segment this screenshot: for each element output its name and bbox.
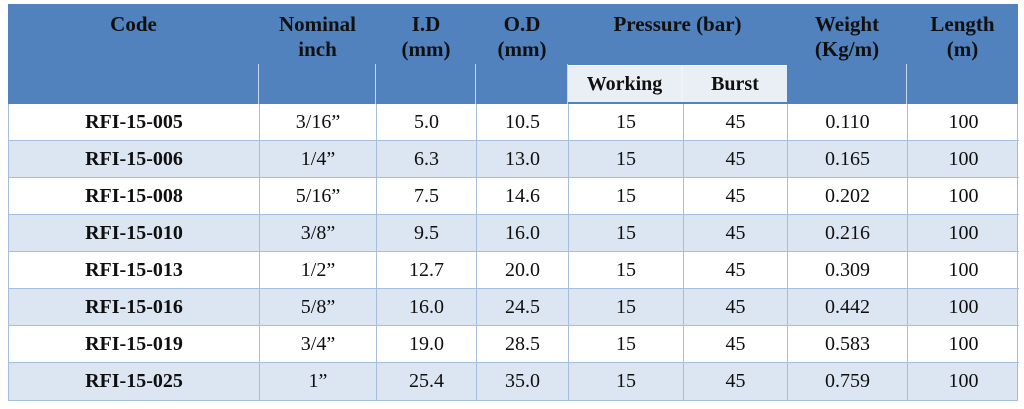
cell-weight-kg-m: 0.583 [788, 326, 908, 363]
header-spacer-nominal [259, 64, 376, 104]
cell-nominal-inch: 5/16” [260, 178, 377, 215]
cell-od-mm: 14.6 [477, 178, 569, 215]
cell-od-mm: 24.5 [477, 289, 569, 326]
table-row: RFI-15-016 5/8” 16.0 24.5 15 45 0.442 100 [9, 289, 1019, 326]
col-header-length-m: Length (m) [930, 12, 995, 61]
cell-burst: 45 [684, 178, 788, 215]
cell-code: RFI-15-019 [9, 326, 260, 363]
cell-burst: 45 [684, 104, 788, 141]
cell-working: 15 [569, 104, 684, 141]
spec-table: Code Nominal inch I.D (mm) O.D (mm) Pres… [8, 4, 1019, 401]
cell-nominal-inch: 5/8” [260, 289, 377, 326]
subheader-working: Working [568, 65, 683, 102]
cell-nominal-inch: 1” [260, 363, 377, 400]
cell-working: 15 [569, 289, 684, 326]
cell-nominal-inch: 3/16” [260, 104, 377, 141]
table-row: RFI-15-006 1/4” 6.3 13.0 15 45 0.165 100 [9, 141, 1019, 178]
col-header-code-label: Code [110, 12, 157, 36]
cell-code: RFI-15-008 [9, 178, 260, 215]
cell-nominal-inch: 3/4” [260, 326, 377, 363]
cell-id-mm: 19.0 [377, 326, 477, 363]
cell-od-mm: 20.0 [477, 252, 569, 289]
cell-od-mm: 16.0 [477, 215, 569, 252]
table-row: RFI-15-010 3/8” 9.5 16.0 15 45 0.216 100 [9, 215, 1019, 252]
cell-id-mm: 6.3 [377, 141, 477, 178]
cell-burst: 45 [684, 363, 788, 400]
cell-length-m: 100 [908, 178, 1019, 215]
cell-code: RFI-15-013 [9, 252, 260, 289]
col-header-weight-kg-m: Weight (Kg/m) [814, 12, 880, 61]
cell-length-m: 100 [908, 252, 1019, 289]
header-spacer-id [376, 64, 476, 104]
cell-od-mm: 10.5 [477, 104, 569, 141]
cell-burst: 45 [684, 326, 788, 363]
cell-code: RFI-15-016 [9, 289, 260, 326]
cell-weight-kg-m: 0.110 [788, 104, 908, 141]
cell-weight-kg-m: 0.759 [788, 363, 908, 400]
table-header: Code Nominal inch I.D (mm) O.D (mm) Pres… [8, 4, 1018, 104]
cell-od-mm: 35.0 [477, 363, 569, 400]
cell-od-mm: 28.5 [477, 326, 569, 363]
cell-length-m: 100 [908, 326, 1019, 363]
cell-working: 15 [569, 178, 684, 215]
table-row: RFI-15-025 1” 25.4 35.0 15 45 0.759 100 [9, 363, 1017, 400]
col-header-od-mm: O.D (mm) [497, 12, 547, 61]
col-header-pressure-bar: Pressure (bar) [613, 12, 742, 36]
cell-working: 15 [569, 215, 684, 252]
cell-id-mm: 25.4 [377, 363, 477, 400]
cell-id-mm: 16.0 [377, 289, 477, 326]
cell-weight-kg-m: 0.216 [788, 215, 908, 252]
table-row: RFI-15-019 3/4” 19.0 28.5 15 45 0.583 100 [9, 326, 1019, 363]
cell-id-mm: 5.0 [377, 104, 477, 141]
cell-burst: 45 [684, 289, 788, 326]
header-spacer-length [907, 64, 1018, 104]
cell-burst: 45 [684, 141, 788, 178]
cell-burst: 45 [684, 215, 788, 252]
subheader-burst: Burst [683, 65, 787, 102]
cell-length-m: 100 [908, 215, 1019, 252]
cell-code: RFI-15-006 [9, 141, 260, 178]
cell-nominal-inch: 1/4” [260, 141, 377, 178]
cell-code: RFI-15-010 [9, 215, 260, 252]
cell-id-mm: 9.5 [377, 215, 477, 252]
col-header-id-mm: I.D (mm) [401, 12, 451, 61]
table-row: RFI-15-013 1/2” 12.7 20.0 15 45 0.309 100 [9, 252, 1019, 289]
col-header-code: Code [8, 4, 259, 64]
table-row: RFI-15-008 5/16” 7.5 14.6 15 45 0.202 100 [9, 178, 1019, 215]
cell-working: 15 [569, 326, 684, 363]
cell-weight-kg-m: 0.309 [788, 252, 908, 289]
cell-working: 15 [569, 363, 684, 400]
cell-working: 15 [569, 252, 684, 289]
cell-od-mm: 13.0 [477, 141, 569, 178]
cell-weight-kg-m: 0.442 [788, 289, 908, 326]
col-header-nominal-inch: Nominal inch [278, 12, 356, 61]
cell-nominal-inch: 1/2” [260, 252, 377, 289]
header-spacer-weight [787, 64, 907, 104]
cell-weight-kg-m: 0.202 [788, 178, 908, 215]
cell-id-mm: 7.5 [377, 178, 477, 215]
cell-nominal-inch: 3/8” [260, 215, 377, 252]
header-spacer-od [476, 64, 568, 104]
table-row: RFI-15-005 3/16” 5.0 10.5 15 45 0.110 100 [9, 104, 1019, 141]
cell-id-mm: 12.7 [377, 252, 477, 289]
cell-length-m: 100 [908, 104, 1019, 141]
cell-weight-kg-m: 0.165 [788, 141, 908, 178]
cell-length-m: 100 [948, 370, 979, 392]
cell-burst: 45 [684, 252, 788, 289]
cell-length-m: 100 [908, 289, 1019, 326]
header-spacer-code [8, 64, 259, 104]
cell-code: RFI-15-025 [9, 363, 260, 400]
cell-code: RFI-15-005 [9, 104, 260, 141]
cell-working: 15 [569, 141, 684, 178]
cell-length-m: 100 [908, 141, 1019, 178]
table-body: RFI-15-005 3/16” 5.0 10.5 15 45 0.110 100 RFI-15… [8, 104, 1019, 401]
